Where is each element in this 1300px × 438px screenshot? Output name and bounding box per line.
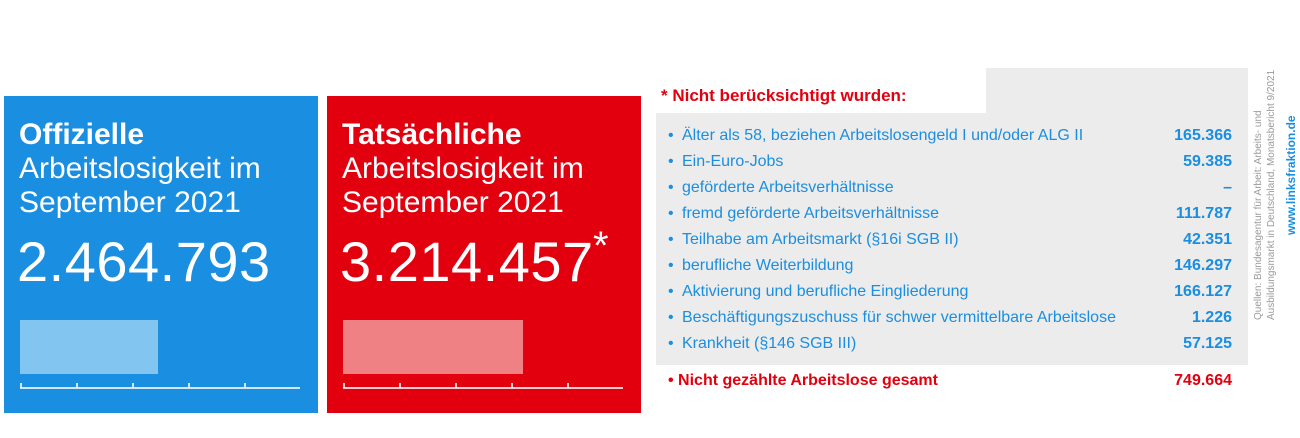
breakdown-item-value: 59.385: [1183, 153, 1232, 170]
website-link[interactable]: www.linksfraktion.de: [1284, 115, 1298, 235]
bullet-icon: •: [668, 283, 674, 300]
breakdown-item-value: 1.226: [1191, 309, 1232, 326]
breakdown-item-value: 111.787: [1175, 205, 1232, 222]
total-value: 749.664: [1174, 372, 1232, 389]
breakdown-item-label: fremd geförderte Arbeitsverhältnisse: [682, 205, 940, 222]
actual-title-bold: Tatsächliche: [342, 118, 522, 151]
breakdown-heading: * Nicht berücksichtigt wurden:: [661, 86, 907, 105]
actual-unemployment-card: Tatsächliche Arbeitslosigkeit im Septemb…: [327, 96, 641, 413]
total-label: • Nicht gezählte Arbeitslose gesamt: [668, 372, 938, 389]
breakdown-item-label: Beschäftigungszuschuss für schwer vermit…: [682, 309, 1116, 326]
official-title-bold: Offizielle: [19, 118, 145, 151]
breakdown-item-value: 166.127: [1174, 283, 1232, 300]
official-bar-chart: [20, 320, 300, 389]
bullet-icon: •: [668, 335, 674, 352]
breakdown-item-label: berufliche Weiterbildung: [682, 257, 854, 274]
actual-bar-chart: [343, 320, 623, 389]
breakdown-item-value: 57.125: [1183, 335, 1232, 352]
breakdown-item: • Beschäftigungszuschuss für schwer vermi…: [668, 309, 1232, 335]
official-title-line3: September 2021: [19, 186, 241, 219]
breakdown-item-value: 146.297: [1174, 257, 1232, 274]
breakdown-item: • Krankheit (§146 SGB III) 57.125: [668, 335, 1232, 361]
bullet-icon: •: [668, 179, 674, 196]
bullet-icon: •: [668, 153, 674, 170]
breakdown-item: • Aktivierung und berufliche Eingliederun…: [668, 283, 1232, 309]
breakdown-item-label: Älter als 58, beziehen Arbeitslosengeld …: [682, 127, 1084, 144]
official-unemployment-card: Offizielle Arbeitslosigkeit im September…: [4, 96, 318, 413]
source-note: Quellen: Bundesagentur für Arbeit: Arbei…: [1252, 60, 1278, 320]
breakdown-item-label: geförderte Arbeitsverhältnisse: [682, 179, 894, 196]
bullet-icon: •: [668, 127, 674, 144]
breakdown-item: • fremd geförderte Arbeitsverhältnisse 111…: [668, 205, 1232, 231]
actual-title-line2: Arbeitslosigkeit im: [342, 152, 584, 185]
breakdown-total-row: • Nicht gezählte Arbeitslose gesamt 749.…: [668, 372, 1232, 390]
panel-background-tab: [986, 68, 1248, 113]
breakdown-item-value: –: [1223, 179, 1232, 196]
value-bar: [343, 320, 524, 374]
value-bar: [20, 320, 159, 374]
breakdown-item: • Ein-Euro-Jobs 59.385: [668, 153, 1232, 179]
actual-asterisk: *: [593, 224, 609, 268]
breakdown-item-value: 42.351: [1183, 231, 1232, 248]
actual-title-line3: September 2021: [342, 186, 564, 219]
bullet-icon: •: [668, 231, 674, 248]
source-line-2: Ausbildungsmarkt in Deutschland, Monatsb…: [1266, 69, 1277, 320]
breakdown-item-label: Ein-Euro-Jobs: [682, 153, 784, 170]
official-value: 2.464.793: [17, 230, 271, 293]
actual-value: 3.214.457: [340, 230, 594, 293]
bullet-icon: •: [668, 309, 674, 326]
breakdown-item-label: Aktivierung und berufliche Eingliederung: [682, 283, 969, 300]
source-line-1: Quellen: Bundesagentur für Arbeit: Arbei…: [1253, 110, 1264, 320]
official-title-line2: Arbeitslosigkeit im: [19, 152, 261, 185]
breakdown-item: • Älter als 58, beziehen Arbeitslosengeld…: [668, 127, 1232, 153]
breakdown-item: • Teilhabe am Arbeitsmarkt (§16i SGB II) 4…: [668, 231, 1232, 257]
breakdown-item-value: 165.366: [1174, 127, 1232, 144]
panel-background: [656, 113, 1248, 365]
breakdown-item: • berufliche Weiterbildung 146.297: [668, 257, 1232, 283]
breakdown-item: • geförderte Arbeitsverhältnisse –: [668, 179, 1232, 205]
breakdown-item-label: Teilhabe am Arbeitsmarkt (§16i SGB II): [682, 231, 959, 248]
bullet-icon: •: [668, 205, 674, 222]
breakdown-item-label: Krankheit (§146 SGB III): [682, 335, 857, 352]
bullet-icon: •: [668, 257, 674, 274]
